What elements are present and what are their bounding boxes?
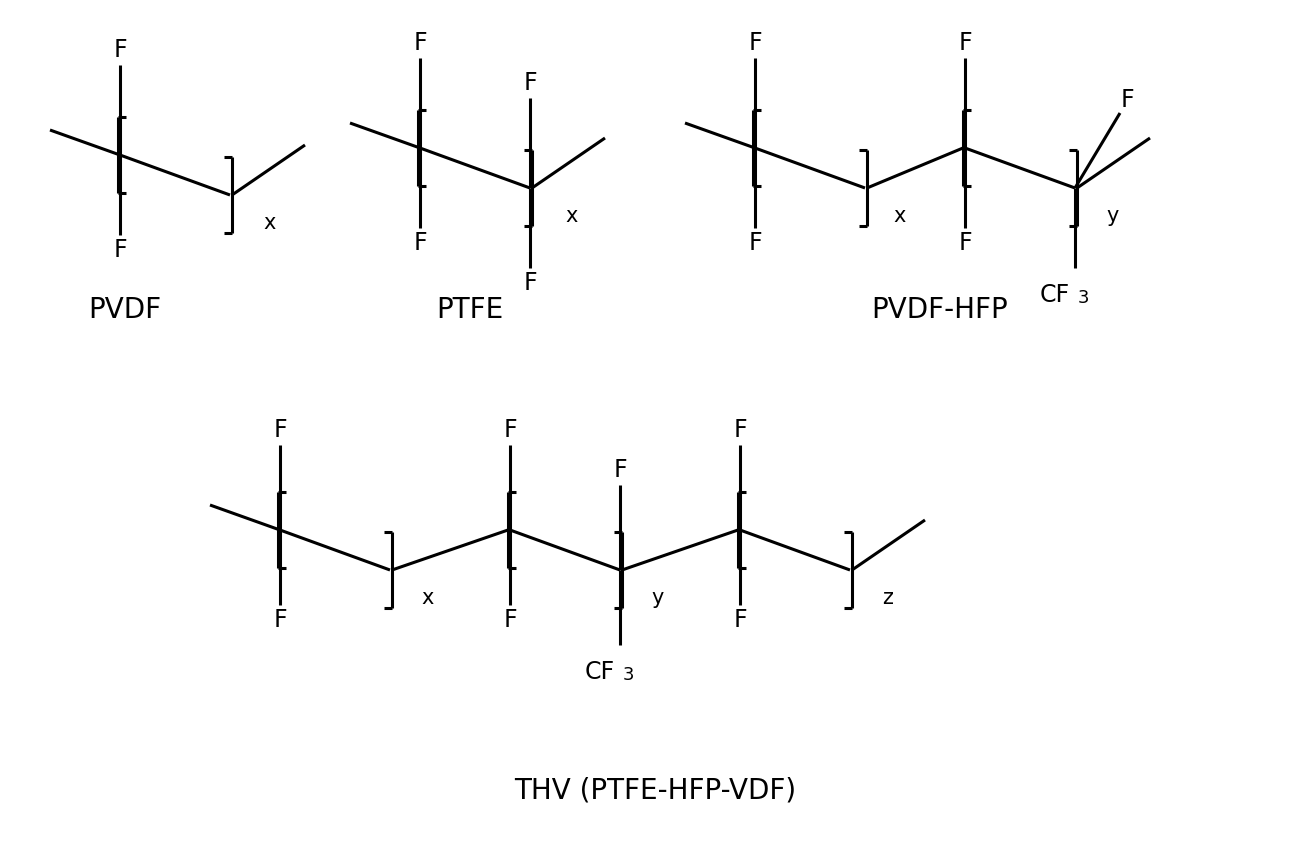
Text: F: F	[503, 418, 517, 442]
Text: F: F	[273, 608, 287, 632]
Text: x: x	[894, 206, 906, 226]
Text: F: F	[273, 418, 287, 442]
Text: F: F	[113, 238, 127, 262]
Text: CF: CF	[585, 660, 615, 684]
Text: F: F	[958, 31, 971, 55]
Text: z: z	[882, 588, 893, 608]
Text: x: x	[264, 213, 277, 233]
Text: PTFE: PTFE	[437, 296, 503, 324]
Text: y: y	[1106, 206, 1120, 226]
Text: 3: 3	[623, 666, 635, 684]
Text: F: F	[413, 231, 427, 255]
Text: y: y	[652, 588, 665, 608]
Text: 3: 3	[1078, 289, 1089, 307]
Text: PVDF: PVDF	[88, 296, 161, 324]
Text: F: F	[503, 608, 517, 632]
Text: CF: CF	[1040, 283, 1070, 307]
Text: x: x	[566, 206, 578, 226]
Text: F: F	[523, 71, 536, 95]
Text: F: F	[523, 271, 536, 295]
Text: THV (PTFE-HFP-VDF): THV (PTFE-HFP-VDF)	[514, 776, 796, 804]
Text: F: F	[749, 31, 762, 55]
Text: x: x	[422, 588, 434, 608]
Text: F: F	[113, 38, 127, 62]
Text: F: F	[958, 231, 971, 255]
Text: PVDF-HFP: PVDF-HFP	[872, 296, 1008, 324]
Text: F: F	[1120, 88, 1134, 112]
Text: F: F	[614, 458, 627, 482]
Text: F: F	[749, 231, 762, 255]
Text: F: F	[733, 418, 747, 442]
Text: F: F	[413, 31, 427, 55]
Text: F: F	[733, 608, 747, 632]
